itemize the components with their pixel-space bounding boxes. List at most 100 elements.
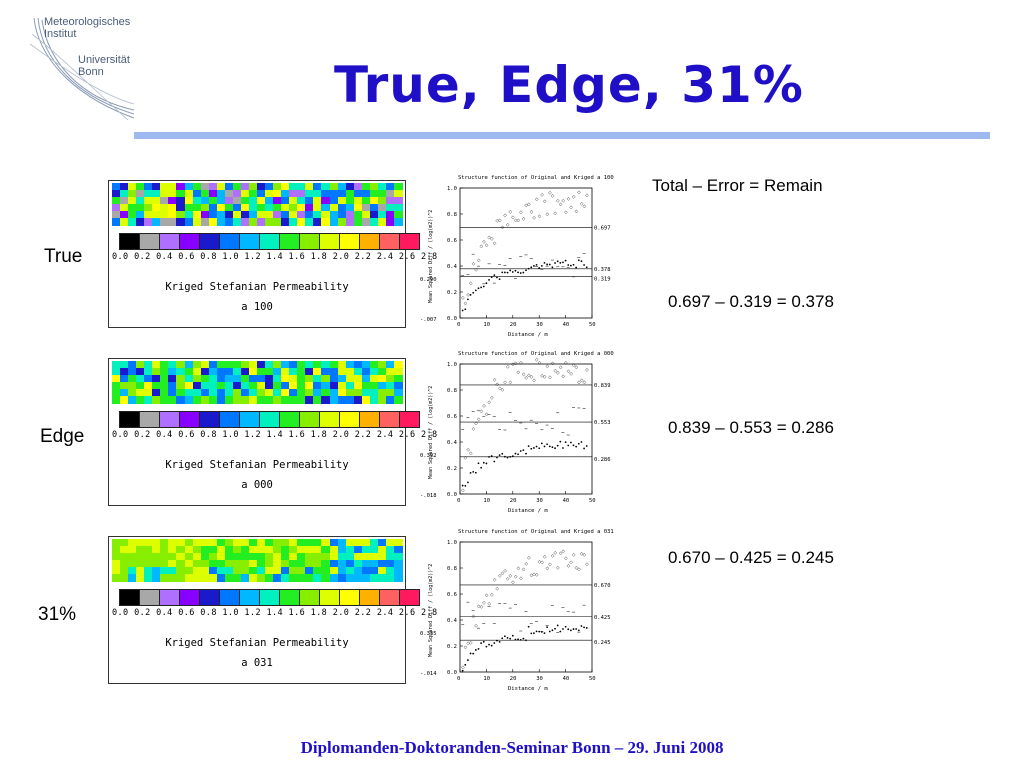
original-point: ◇ (583, 204, 587, 209)
grid-cell (176, 574, 186, 582)
grid-cell (176, 553, 186, 561)
grid-cell (305, 190, 314, 198)
grid-cell (128, 204, 137, 212)
grid-cell (393, 574, 403, 582)
original-point: ◇ (561, 375, 565, 380)
original-point: ◇ (564, 361, 568, 366)
grid-cell (224, 204, 234, 212)
equation-31: 0.670 – 0.425 = 0.245 (668, 548, 834, 567)
grid-cell (329, 204, 339, 212)
kriged-point (583, 626, 585, 629)
page-title: True, Edge, 31% (334, 56, 804, 114)
kriged-point (535, 445, 538, 448)
y-tick-label: 0.2 (447, 466, 457, 472)
grid-cell (232, 190, 242, 198)
kriged-point (538, 447, 541, 450)
grid-cell (232, 396, 242, 404)
kriged-point (577, 442, 580, 445)
grid-cell (321, 382, 331, 390)
grid-cell (120, 197, 129, 205)
scale-swatch (259, 233, 280, 250)
grid-cell (184, 361, 194, 369)
y-tick-label: 0.0 (447, 492, 457, 498)
grid-cell (265, 375, 274, 383)
left-tick-label: 0.392 (420, 453, 437, 459)
grid-cell (208, 368, 218, 376)
grid-cell (393, 539, 403, 547)
kriged-point (551, 629, 554, 632)
grid-cell (393, 567, 403, 575)
grid-cell (232, 211, 242, 219)
grid-cell (184, 389, 194, 397)
grid-cell (393, 183, 403, 191)
scale-swatch (139, 411, 160, 428)
original-point: ◇ (517, 566, 521, 571)
original-point: ◇ (540, 374, 544, 379)
scale-labels: 0.0 0.2 0.4 0.6 0.8 1.0 1.2 1.4 1.6 1.8 … (112, 430, 438, 440)
grid-cell (329, 197, 339, 205)
grid-cell (361, 567, 371, 575)
original-point: ◇ (535, 358, 539, 363)
grid-cell (248, 560, 258, 568)
y-tick-label: 1.0 (447, 362, 457, 368)
grid-cell (377, 375, 387, 383)
grid-cell (313, 183, 323, 191)
original-point: ◇ (525, 376, 529, 381)
grid-cell (257, 396, 266, 404)
grid-cell (184, 375, 194, 383)
grid-cell (160, 218, 169, 226)
permeability-grid (112, 183, 403, 226)
grid-cell (313, 368, 323, 376)
original-point: ◇ (567, 197, 571, 202)
grid-cell (192, 190, 202, 198)
grid-cell (257, 553, 266, 561)
scale-swatch (299, 233, 320, 250)
kriged-point (477, 462, 480, 465)
original-point: ◇ (477, 258, 481, 263)
kriged-point (496, 276, 498, 279)
scale-swatch (239, 233, 260, 250)
grid-cell (361, 382, 371, 390)
grid-cell (353, 218, 363, 226)
scale-swatch (319, 233, 340, 250)
original-point: ◇ (548, 376, 552, 381)
grid-cell (289, 218, 298, 226)
grid-cell (377, 539, 387, 547)
grid-cell (152, 396, 161, 404)
grid-cell (112, 183, 121, 191)
kriged-point (490, 276, 493, 278)
plot-ylabel: Mean Squared Diff / (log(m2))^2 (428, 564, 434, 657)
plot-header: Structure function of Original and Krige… (458, 351, 614, 357)
grid-cell (128, 396, 137, 404)
grid-cell (120, 382, 129, 390)
original-point: ◇ (509, 380, 513, 385)
original-point: ◇ (559, 552, 563, 557)
grid-cell (369, 211, 379, 219)
grid-cell (176, 539, 186, 547)
grid-cell (240, 574, 250, 582)
grid-cell (224, 574, 234, 582)
kriged-point (474, 471, 477, 474)
grid-cell (305, 546, 314, 554)
grid-cell (200, 567, 210, 575)
original-point: ◇ (506, 365, 510, 370)
kriged-point (548, 630, 551, 633)
grid-cell (200, 190, 210, 198)
grid-cell (240, 389, 250, 397)
grid-cell (112, 574, 121, 582)
grid-cell (112, 546, 121, 554)
grid-cell (160, 375, 169, 383)
grid-cell (168, 183, 178, 191)
original-point: ◇ (480, 409, 484, 414)
y-tick-label: 0.2 (447, 644, 457, 650)
grid-cell (112, 190, 121, 198)
x-tick-label: 0 (457, 322, 460, 328)
grid-cell (216, 382, 226, 390)
original-point: ◇ (482, 601, 486, 606)
map-subtitle: a 031 (241, 657, 273, 669)
grid-cell (240, 396, 250, 404)
grid-cell (176, 204, 186, 212)
grid-cell (273, 375, 282, 383)
kriged-point (580, 441, 583, 443)
grid-cell (337, 539, 347, 547)
